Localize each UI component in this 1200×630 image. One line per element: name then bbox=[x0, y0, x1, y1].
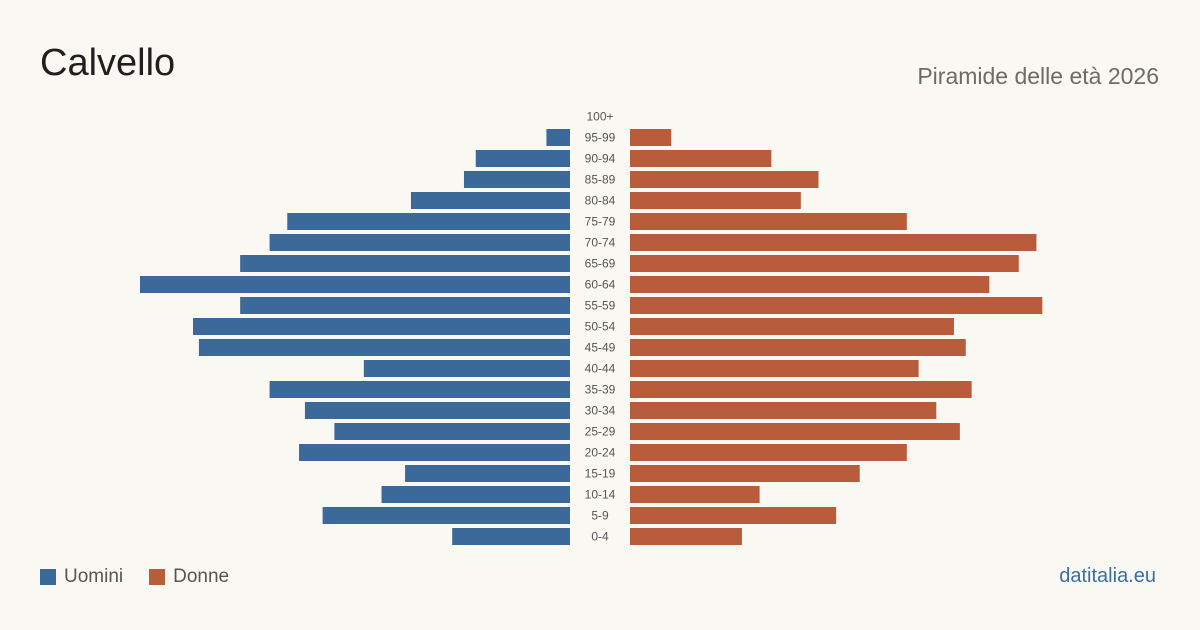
bar-female-90-94 bbox=[630, 150, 772, 167]
bar-female-15-19 bbox=[630, 465, 860, 482]
bar-female-75-79 bbox=[630, 213, 907, 230]
age-label-80-84: 80-84 bbox=[585, 194, 616, 208]
age-label-0-4: 0-4 bbox=[591, 530, 609, 544]
legend-swatch-female bbox=[149, 569, 166, 585]
bar-male-80-84 bbox=[410, 192, 570, 209]
bar-male-30-34 bbox=[304, 402, 570, 419]
age-label-95-99: 95-99 bbox=[585, 131, 616, 145]
age-label-75-79: 75-79 bbox=[585, 215, 616, 229]
bar-male-20-24 bbox=[299, 444, 570, 461]
bar-female-60-64 bbox=[630, 276, 990, 293]
bar-male-40-44 bbox=[363, 360, 570, 377]
bar-male-50-54 bbox=[193, 318, 570, 335]
bar-female-5-9 bbox=[630, 507, 837, 524]
legend-label-male: Uomini bbox=[64, 566, 124, 587]
bar-female-40-44 bbox=[630, 360, 919, 377]
bar-female-80-84 bbox=[630, 192, 801, 209]
bar-male-65-69 bbox=[240, 255, 570, 272]
bar-male-95-99 bbox=[546, 129, 570, 146]
bar-female-50-54 bbox=[630, 318, 954, 335]
bar-female-70-74 bbox=[630, 234, 1037, 251]
bar-female-35-39 bbox=[630, 381, 972, 398]
legend-item-female: Donne bbox=[149, 566, 229, 588]
age-label-40-44: 40-44 bbox=[585, 362, 616, 376]
bar-female-0-4 bbox=[630, 528, 742, 545]
age-label-30-34: 30-34 bbox=[585, 404, 616, 418]
legend-label-female: Donne bbox=[173, 566, 230, 587]
age-label-35-39: 35-39 bbox=[585, 383, 616, 397]
bar-female-55-59 bbox=[630, 297, 1043, 314]
bar-female-95-99 bbox=[630, 129, 672, 146]
source-link[interactable]: datitalia.eu bbox=[1059, 565, 1156, 587]
bar-male-60-64 bbox=[140, 276, 570, 293]
bar-male-55-59 bbox=[240, 297, 570, 314]
bar-female-10-14 bbox=[630, 486, 760, 503]
bar-male-0-4 bbox=[452, 528, 570, 545]
age-label-70-74: 70-74 bbox=[585, 236, 616, 250]
bar-male-5-9 bbox=[322, 507, 570, 524]
legend: Uomini Donne bbox=[40, 566, 255, 588]
age-label-45-49: 45-49 bbox=[585, 341, 616, 355]
bar-female-45-49 bbox=[630, 339, 966, 356]
legend-item-male: Uomini bbox=[40, 566, 123, 588]
bar-male-45-49 bbox=[198, 339, 570, 356]
bar-female-25-29 bbox=[630, 423, 960, 440]
bar-male-10-14 bbox=[381, 486, 570, 503]
age-label-65-69: 65-69 bbox=[585, 257, 616, 271]
bar-female-85-89 bbox=[630, 171, 819, 188]
bar-male-85-89 bbox=[463, 171, 570, 188]
age-label-25-29: 25-29 bbox=[585, 425, 616, 439]
chart-subtitle: Piramide delle età 2026 bbox=[917, 63, 1159, 89]
age-label-5-9: 5-9 bbox=[591, 509, 609, 523]
bar-male-25-29 bbox=[334, 423, 570, 440]
legend-swatch-male bbox=[40, 569, 56, 585]
bar-female-20-24 bbox=[630, 444, 907, 461]
chart-title: Calvello bbox=[40, 42, 176, 84]
age-label-100plus: 100+ bbox=[586, 110, 613, 124]
bar-female-30-34 bbox=[630, 402, 937, 419]
age-label-85-89: 85-89 bbox=[585, 173, 616, 187]
age-label-55-59: 55-59 bbox=[585, 299, 616, 313]
bar-male-35-39 bbox=[269, 381, 570, 398]
age-label-60-64: 60-64 bbox=[585, 278, 616, 292]
age-label-50-54: 50-54 bbox=[585, 320, 616, 334]
bar-male-15-19 bbox=[405, 465, 570, 482]
age-label-15-19: 15-19 bbox=[585, 467, 616, 481]
age-label-90-94: 90-94 bbox=[585, 152, 616, 166]
bar-female-65-69 bbox=[630, 255, 1019, 272]
age-label-10-14: 10-14 bbox=[585, 488, 616, 502]
bar-male-70-74 bbox=[269, 234, 570, 251]
bar-male-90-94 bbox=[475, 150, 570, 167]
age-label-20-24: 20-24 bbox=[585, 446, 616, 460]
bar-male-75-79 bbox=[287, 213, 570, 230]
